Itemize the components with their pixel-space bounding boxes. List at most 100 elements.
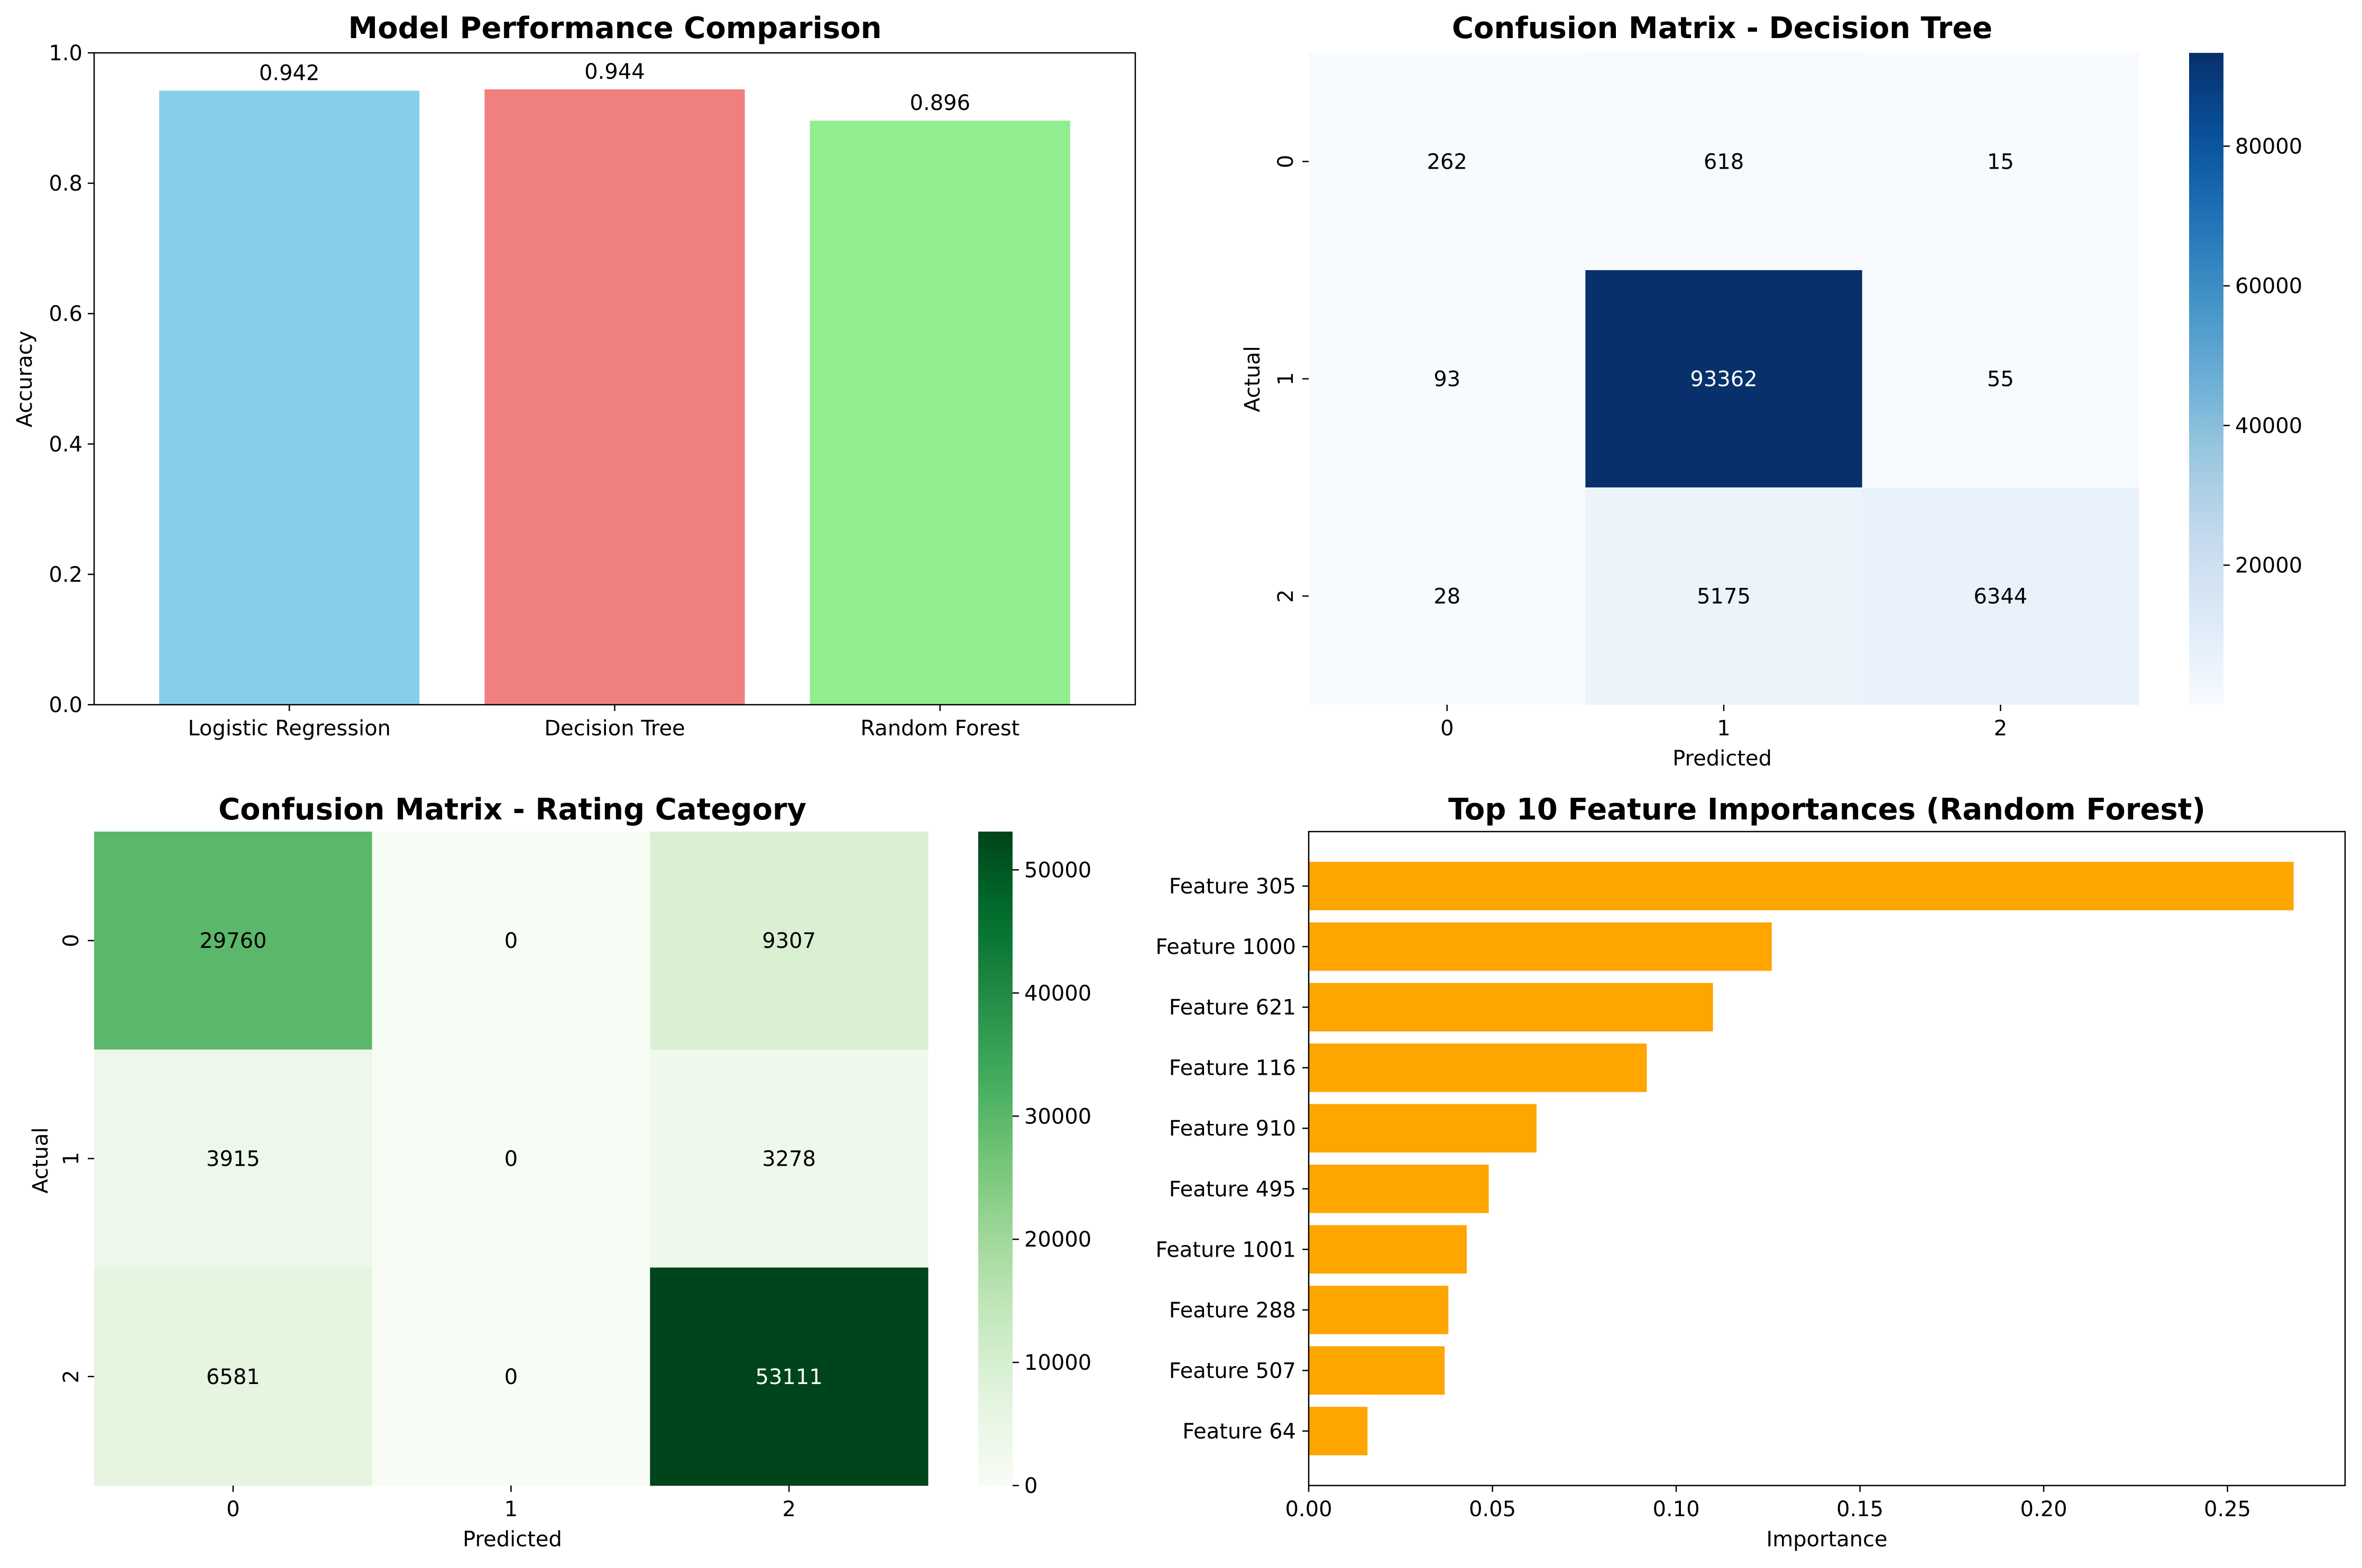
y-tick-label: 1 [1274,372,1298,385]
y-tick-label: 0.4 [49,432,82,457]
matrix-cell [650,1267,929,1486]
matrix-cell-value: 53111 [756,1365,823,1389]
matrix-cell [650,832,929,1050]
matrix-cell-value: 0 [504,929,518,953]
x-tick-label: 1 [1717,716,1730,741]
y-tick-label: 1 [59,1152,84,1165]
importance-bar [1309,1104,1537,1153]
colorbar-tick-label: 60000 [2235,274,2302,299]
matrix-cell [372,1267,650,1486]
importance-bar [1309,862,2294,910]
feature-name-label: Feature 288 [1169,1298,1296,1323]
importance-axis-label: Importance [1766,1527,1887,1552]
matrix-cell-value: 29760 [199,929,266,953]
matrix-cell-value: 9307 [762,929,816,953]
feature-name-label: Feature 305 [1169,874,1296,899]
matrix-cell-value: 0 [504,1147,518,1172]
colorbar-tick-label: 80000 [2235,134,2302,159]
matrix-cell [1309,487,1586,705]
importance-bar [1309,1164,1489,1213]
y-tick-label: 0.6 [49,302,82,326]
matrix-cell-value: 6581 [206,1365,260,1389]
importance-bar [1309,1225,1467,1274]
bar-value-label: 0.896 [910,91,971,115]
accuracy-bar [159,90,420,705]
importance-bar [1309,1286,1449,1334]
x-tick-label: 0.20 [2020,1497,2067,1521]
matrix-cell [1309,270,1586,488]
x-tick-label: 0 [226,1497,240,1521]
matrix-cell-value: 262 [1427,150,1467,174]
matrix-cell-value: 93 [1433,367,1460,392]
y-tick-label: 2 [1274,589,1298,603]
accuracy-bar [484,89,745,705]
matrix-cell-value: 28 [1433,585,1460,609]
feature-name-label: Feature 116 [1169,1056,1296,1081]
matrix-cell [372,1049,650,1268]
colorbar-tick-label: 0 [1024,1474,1037,1498]
colorbar-tick-label: 40000 [1024,981,1091,1006]
feature-name-label: Feature 910 [1169,1117,1296,1141]
colorbar [2189,53,2223,705]
colorbar-tick-label: 10000 [1024,1351,1091,1375]
matrix-cell [1309,53,1586,271]
bar-value-label: 0.942 [259,61,320,86]
feature-name-label: Feature 1001 [1155,1238,1296,1262]
matrix-cell-value: 3915 [206,1147,260,1172]
rating-category-predicted-label: Predicted [463,1527,562,1552]
feature-name-label: Feature 495 [1169,1177,1296,1202]
matrix-cell-value: 3278 [762,1147,816,1172]
importance-bar [1309,1043,1647,1092]
matrix-cell [1585,53,1863,271]
accuracy-axis-label: Accuracy [13,331,37,428]
model-performance-title: Model Performance Comparison [348,11,881,45]
colorbar-tick-label: 30000 [1024,1104,1091,1129]
x-tick-label: 0 [1440,716,1454,741]
matrix-cell [1862,270,2139,488]
importance-bar [1309,983,1713,1031]
plot-frame [1308,831,2346,1487]
matrix-cell [94,1049,373,1268]
x-tick-label: 0.15 [1836,1497,1883,1521]
feature-name-label: Feature 64 [1182,1419,1296,1444]
x-tick-label: 0.00 [1285,1497,1332,1521]
rating-category-matrix-title: Confusion Matrix - Rating Category [218,792,806,827]
x-tick-label: 2 [782,1497,795,1521]
matrix-cell [650,1049,929,1268]
y-tick-label: 1.0 [49,41,82,66]
colorbar-tick-label: 20000 [1024,1228,1091,1252]
bar-value-label: 0.944 [584,60,645,84]
plot-frame [93,52,1136,706]
x-tick-label: 2 [1994,716,2007,741]
decision-tree-actual-label: Actual [1240,346,1265,412]
matrix-cell [1862,53,2139,271]
matrix-cell [94,832,373,1050]
matrix-cell [372,832,650,1050]
colorbar [978,832,1013,1486]
x-tick-label: Random Forest [860,716,1019,741]
matrix-cell [1585,487,1863,705]
feature-name-label: Feature 621 [1169,995,1296,1020]
x-tick-label: 0.25 [2204,1497,2251,1521]
matrix-cell-value: 55 [1987,367,2014,392]
y-tick-label: 0 [59,934,84,947]
importance-bar [1309,1346,1445,1395]
matrix-cell [1585,270,1863,488]
x-tick-label: Logistic Regression [188,716,391,741]
feature-importance-title: Top 10 Feature Importances (Random Fores… [1448,792,2205,827]
colorbar-tick-label: 40000 [2235,414,2302,438]
feature-name-label: Feature 1000 [1155,935,1296,960]
matrix-cell [94,1267,373,1486]
accuracy-bar [810,121,1070,705]
y-tick-label: 0 [1274,155,1298,168]
matrix-cell-value: 618 [1704,150,1744,174]
importance-bar [1309,1407,1368,1455]
importance-bar [1309,922,1772,971]
feature-name-label: Feature 507 [1169,1359,1296,1383]
matrix-cell [1862,487,2139,705]
y-tick-label: 2 [59,1370,84,1383]
model-performance-chart: Model Performance Comparison Accuracy 0.… [13,11,1136,741]
rating-category-confusion-matrix: Confusion Matrix - Rating Category Predi… [29,792,1091,1552]
y-tick-label: 0.2 [49,562,82,587]
